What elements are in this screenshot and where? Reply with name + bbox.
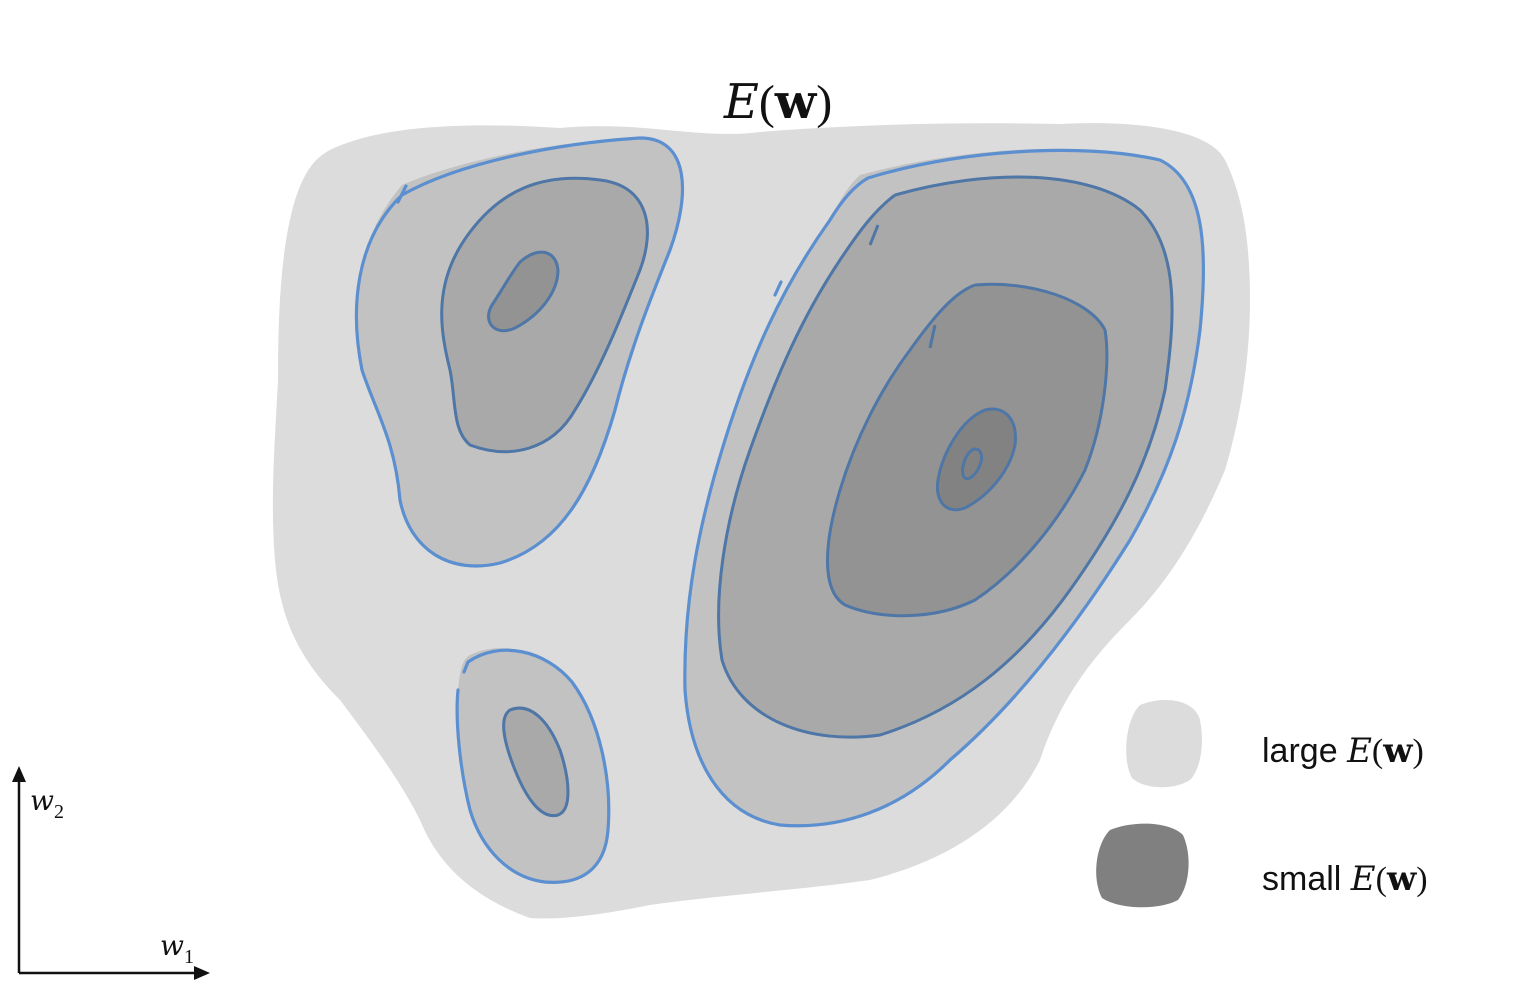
title-func: E (723, 74, 759, 130)
legend-item-large: large E(w) (1126, 700, 1424, 788)
svg-text:small E(w): small E(w) (1262, 859, 1428, 899)
y-axis-arrowhead (12, 766, 26, 782)
axes: w2 w1 (12, 766, 210, 980)
legend-large-func: E (1346, 731, 1372, 771)
legend-small-arg: w (1386, 859, 1417, 899)
x-axis-label: w1 (160, 929, 194, 968)
diagram-title: E(w) (723, 74, 832, 130)
svg-text:large E(w): large E(w) (1262, 731, 1424, 771)
legend-small-word: small (1262, 860, 1341, 898)
basin-upper-left (354, 136, 685, 568)
legend-swatch-small (1096, 823, 1189, 908)
legend-large-word: large (1262, 732, 1338, 770)
basin-lower-left (455, 648, 611, 884)
legend-swatch-large (1126, 700, 1202, 788)
legend: large E(w) small E(w) (1096, 700, 1428, 908)
svg-text:E(w): E(w) (723, 74, 832, 130)
y-axis-label: w2 (30, 784, 64, 823)
legend-item-small: small E(w) (1096, 823, 1428, 908)
basin-right (683, 148, 1206, 828)
x-axis-arrowhead (194, 966, 210, 980)
legend-small-func: E (1350, 859, 1376, 899)
legend-large-arg: w (1382, 731, 1413, 771)
title-arg: w (774, 74, 818, 130)
